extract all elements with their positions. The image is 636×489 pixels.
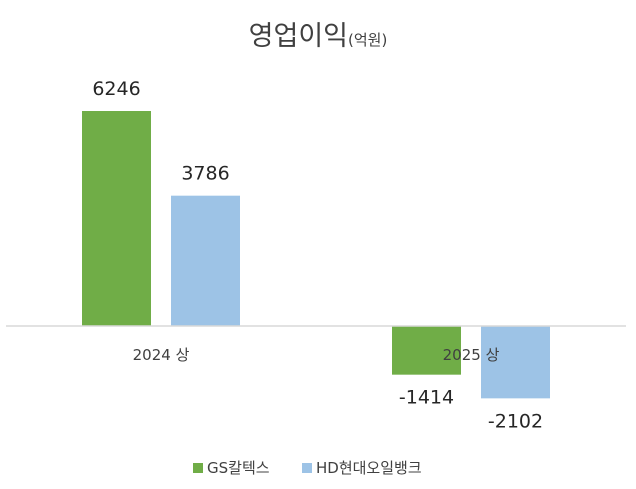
- category-label-2: 2025 상: [443, 346, 500, 364]
- data-label-2-2: -2102: [488, 410, 543, 432]
- legend-label-1: GS칼텍스: [207, 459, 270, 477]
- legend: GS칼텍스 HD현대오일뱅크: [193, 459, 422, 477]
- bar-2-2: [481, 326, 550, 399]
- legend-swatch-2: [302, 463, 312, 473]
- value-labels: 6246 3786 -1414 -2102: [92, 78, 543, 432]
- legend-swatch-1: [193, 463, 203, 473]
- data-label-1-1: 6246: [92, 78, 140, 100]
- chart-title-main: 영업이익: [249, 21, 348, 52]
- data-label-1-2: -1414: [399, 387, 454, 409]
- legend-label-2: HD현대오일뱅크: [316, 459, 422, 477]
- chart-title: 영업이익(억원): [249, 21, 388, 52]
- chart-title-unit: (억원): [348, 31, 387, 49]
- bar-2-1: [171, 195, 240, 326]
- bars-group: [82, 111, 550, 399]
- bar-1-1: [82, 111, 151, 326]
- category-labels: 2024 상 2025 상: [133, 346, 500, 364]
- bar-1-2: [392, 326, 461, 375]
- category-label-1: 2024 상: [133, 346, 190, 364]
- data-label-2-1: 3786: [181, 163, 229, 185]
